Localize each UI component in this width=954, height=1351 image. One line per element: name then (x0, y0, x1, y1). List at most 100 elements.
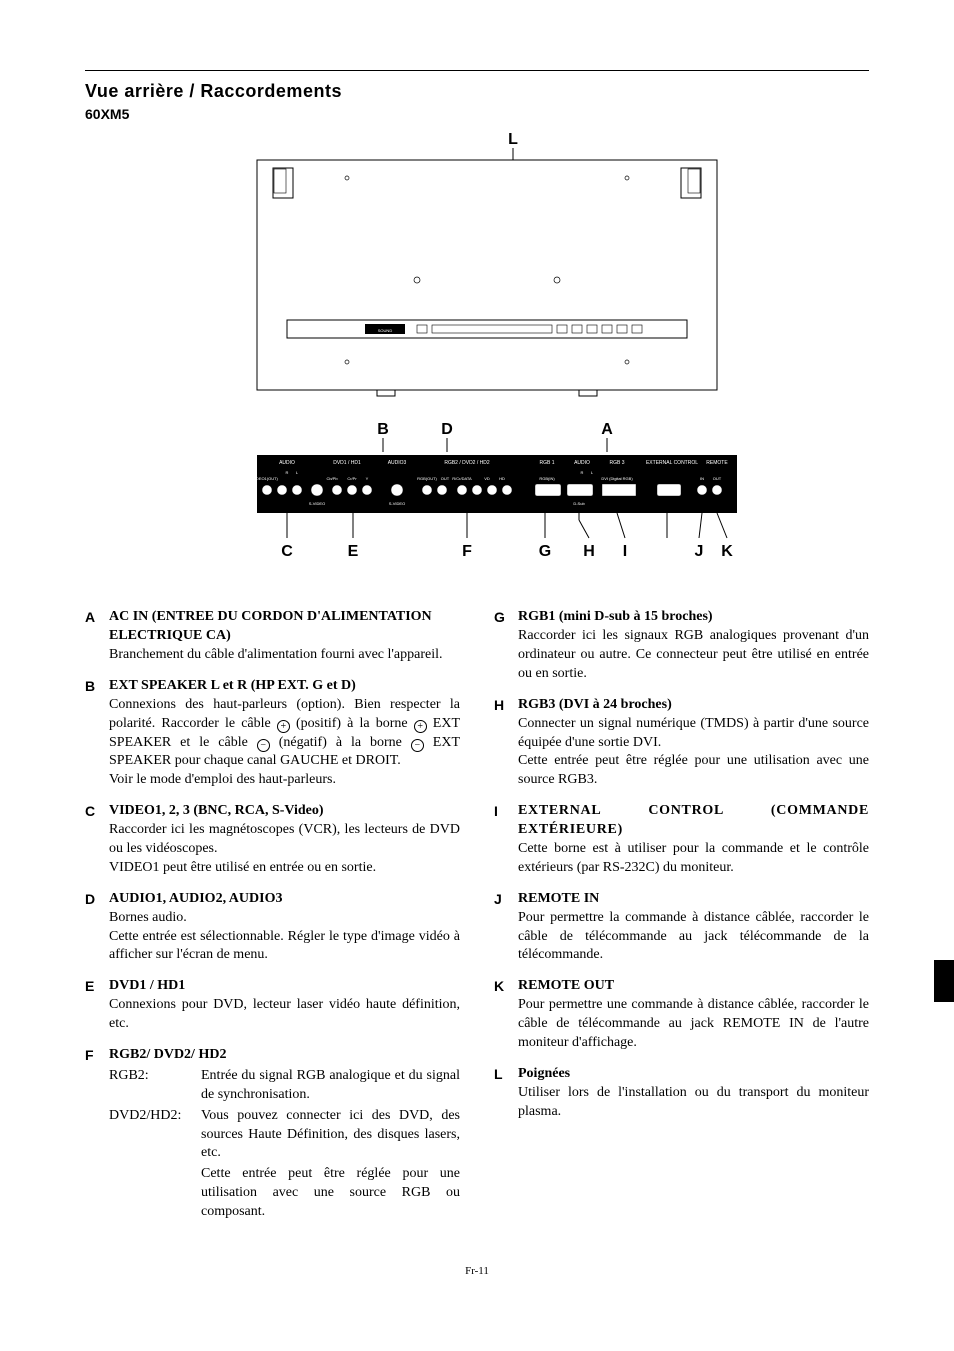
svg-text:OUT: OUT (713, 476, 722, 481)
item-letter: L (494, 1065, 518, 1122)
diagram-label-F: F (462, 543, 472, 560)
item-text: Bornes audio. (109, 909, 460, 928)
item-letter: E (85, 977, 109, 1034)
diagram-label-A: A (601, 421, 613, 438)
item-text: Cette entrée peut être réglée pour une u… (518, 752, 869, 790)
diagram-label-G: G (539, 543, 551, 560)
page-title: Vue arrière / Raccordements (85, 79, 869, 103)
item-text: Raccorder ici les magnétoscopes (VCR), l… (109, 821, 460, 859)
item-heading: AC IN (ENTREE DU CORDON D'ALIMENTATION E… (109, 608, 460, 646)
item-heading: EXT SPEAKER L et R (HP EXT. G et D) (109, 677, 460, 696)
item-text: Raccorder ici les signaux RGB analogique… (518, 627, 869, 684)
svg-text:DVD1 / HD1: DVD1 / HD1 (333, 460, 361, 466)
svg-text:R: R (581, 470, 584, 475)
item-A: A AC IN (ENTREE DU CORDON D'ALIMENTATION… (85, 608, 460, 665)
item-letter: G (494, 608, 518, 684)
diagram-label-E: E (348, 543, 359, 560)
svg-text:D-Sub: D-Sub (573, 501, 585, 506)
def-row: RGB2: Entrée du signal RGB analogique et… (109, 1067, 460, 1105)
def-term: DVD2/HD2: (109, 1107, 201, 1164)
diagram-label-D: D (441, 421, 453, 438)
left-column: A AC IN (ENTREE DU CORDON D'ALIMENTATION… (85, 608, 460, 1236)
item-text: Pour permettre la commande à distance câ… (518, 909, 869, 966)
item-heading: RGB2/ DVD2/ HD2 (109, 1046, 460, 1065)
def-term: RGB2: (109, 1067, 201, 1105)
item-text: Connexions pour DVD, lecteur laser vidéo… (109, 996, 460, 1034)
item-text: Pour permettre une commande à distance c… (518, 996, 869, 1053)
plus-icon: + (414, 720, 427, 733)
item-text: Connecter un signal numérique (TMDS) à p… (518, 715, 869, 753)
svg-text:S-VIDEO: S-VIDEO (389, 501, 405, 506)
diagram-label-H: H (583, 543, 595, 560)
svg-text:RGB2 / DVD2 / HD2: RGB2 / DVD2 / HD2 (444, 460, 490, 466)
plus-icon: + (277, 720, 290, 733)
svg-text:R: R (286, 470, 289, 475)
item-text: Branchement du câble d'alimentation four… (109, 646, 460, 665)
item-F: F RGB2/ DVD2/ HD2 RGB2: Entrée du signal… (85, 1046, 460, 1224)
item-I: I EXTERNAL CONTROL (COMMANDE EXTÉRIEURE)… (494, 802, 869, 878)
def-desc: Cette entrée peut être réglée pour une u… (201, 1165, 460, 1222)
rear-panel-diagram: L SOUND B D A AUDIO DVD1 / HD1 AUDI (85, 130, 869, 590)
item-heading: AUDIO1, AUDIO2, AUDIO3 (109, 890, 460, 909)
diagram-label-K: K (721, 543, 733, 560)
item-letter: K (494, 977, 518, 1053)
item-B: B EXT SPEAKER L et R (HP EXT. G et D) Co… (85, 677, 460, 790)
item-text: Voir le mode d'emploi des haut-parleurs. (109, 771, 460, 790)
def-desc: Entrée du signal RGB analogique et du si… (201, 1067, 460, 1105)
diagram-label-C: C (281, 543, 293, 560)
item-heading: REMOTE IN (518, 890, 869, 909)
item-letter: D (85, 890, 109, 966)
item-letter: C (85, 802, 109, 878)
item-L: L Poignées Utiliser lors de l'installati… (494, 1065, 869, 1122)
def-row: Cette entrée peut être réglée pour une u… (109, 1165, 460, 1222)
item-letter: I (494, 802, 518, 878)
svg-text:OUT: OUT (441, 476, 450, 481)
side-tab (934, 960, 954, 1002)
diagram-label-L: L (508, 131, 518, 148)
svg-text:RGB(OUT): RGB(OUT) (417, 476, 437, 481)
svg-text:HD: HD (499, 476, 505, 481)
item-heading: REMOTE OUT (518, 977, 869, 996)
item-letter: B (85, 677, 109, 790)
item-text: Cette borne est à utiliser pour la comma… (518, 840, 869, 878)
def-desc: Vous pouvez connecter ici des DVD, des s… (201, 1107, 460, 1164)
item-heading: DVD1 / HD1 (109, 977, 460, 996)
item-C: C VIDEO1, 2, 3 (BNC, RCA, S-Video) Racco… (85, 802, 460, 878)
svg-text:AUDIO: AUDIO (279, 460, 295, 466)
svg-text:Cr/Pr: Cr/Pr (347, 476, 357, 481)
item-D: D AUDIO1, AUDIO2, AUDIO3 Bornes audio. C… (85, 890, 460, 966)
item-J: J REMOTE IN Pour permettre la commande à… (494, 890, 869, 966)
svg-text:AUDIO3: AUDIO3 (388, 460, 407, 466)
svg-text:EXTERNAL CONTROL: EXTERNAL CONTROL (646, 460, 698, 466)
item-heading: RGB3 (DVI à 24 broches) (518, 696, 869, 715)
right-column: G RGB1 (mini D-sub à 15 broches) Raccord… (494, 608, 869, 1236)
svg-text:SOUND: SOUND (378, 328, 393, 333)
item-letter: A (85, 608, 109, 665)
top-rule (85, 70, 869, 71)
svg-text:REMOTE: REMOTE (706, 460, 728, 466)
def-term (109, 1165, 201, 1222)
item-heading: EXTERNAL CONTROL (COMMANDE EXTÉRIEURE) (518, 802, 869, 840)
item-K: K REMOTE OUT Pour permettre une commande… (494, 977, 869, 1053)
description-columns: A AC IN (ENTREE DU CORDON D'ALIMENTATION… (85, 608, 869, 1236)
svg-text:DVI (Digital RGB): DVI (Digital RGB) (601, 476, 633, 481)
svg-text:R/Cr/DATA: R/Cr/DATA (452, 476, 472, 481)
item-heading: RGB1 (mini D-sub à 15 broches) (518, 608, 869, 627)
svg-text:VD: VD (484, 476, 490, 481)
diagram-label-J: J (695, 543, 704, 560)
page-number: Fr-11 (85, 1264, 869, 1279)
item-H: H RGB3 (DVI à 24 broches) Connecter un s… (494, 696, 869, 790)
svg-text:S-VIDEO: S-VIDEO (309, 501, 325, 506)
item-letter: J (494, 890, 518, 966)
minus-icon: − (411, 739, 424, 752)
item-heading: Poignées (518, 1065, 869, 1084)
svg-text:RGB(IN): RGB(IN) (539, 476, 555, 481)
svg-text:IN: IN (700, 476, 704, 481)
svg-text:RGB 1: RGB 1 (539, 460, 554, 466)
item-letter: F (85, 1046, 109, 1224)
svg-text:Y: Y (366, 476, 369, 481)
item-E: E DVD1 / HD1 Connexions pour DVD, lecteu… (85, 977, 460, 1034)
diagram-label-B: B (377, 421, 389, 438)
item-letter: H (494, 696, 518, 790)
svg-text:RGB 3: RGB 3 (609, 460, 624, 466)
